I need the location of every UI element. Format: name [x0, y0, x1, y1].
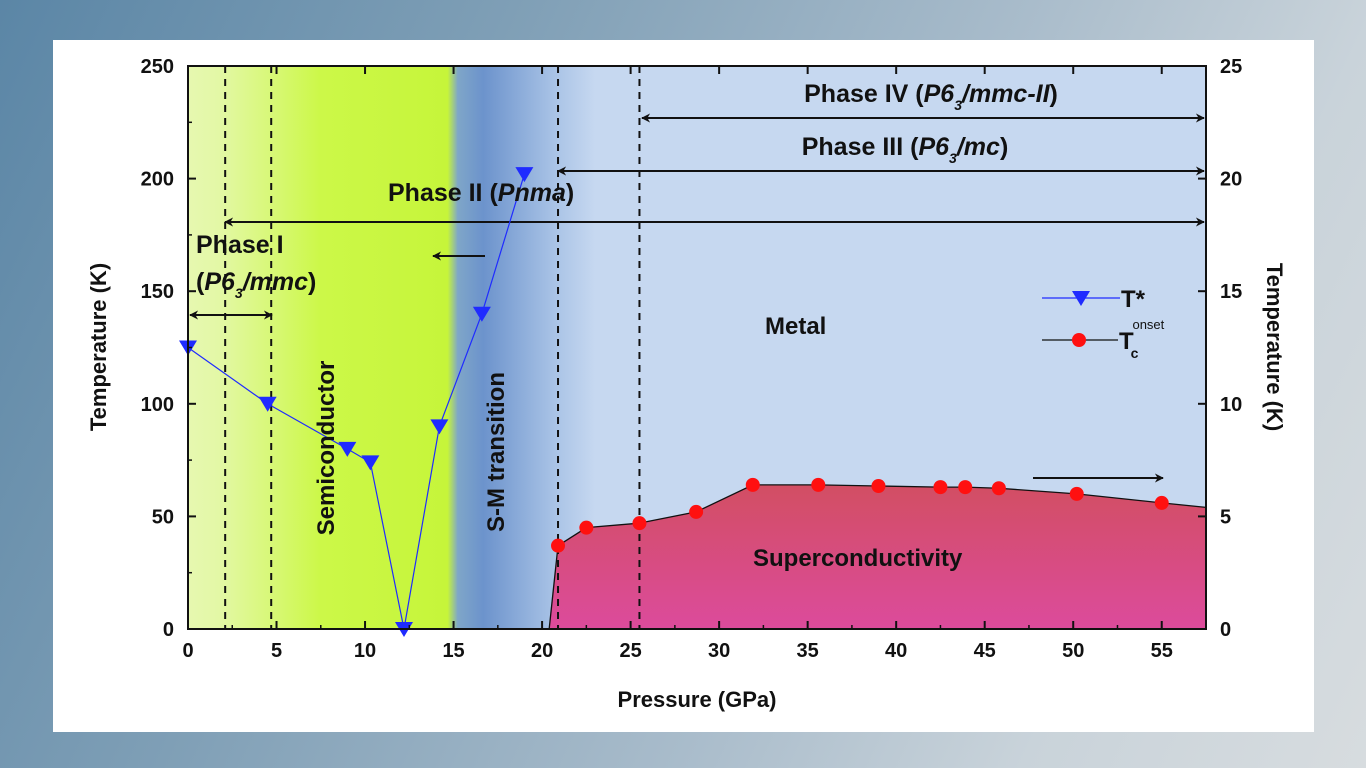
- t-star-point: [258, 396, 277, 412]
- x-tick-label: 5: [271, 640, 282, 662]
- x-tick-label: 20: [531, 640, 553, 662]
- t-star-point: [430, 419, 449, 435]
- metal-label: Metal: [765, 313, 826, 340]
- legend: T* Tconset: [1042, 286, 1165, 361]
- x-tick-label: 35: [797, 640, 819, 662]
- y-right-tick-label: 0: [1220, 619, 1231, 641]
- sm-transition-label: S-M transition: [483, 372, 510, 532]
- y-tick-label: 50: [152, 506, 174, 528]
- superconductivity-region: [549, 484, 1206, 629]
- phase4-label: Phase IV (P63/mmc-II): [804, 80, 1058, 113]
- phase2-label: Phase II (Pnma): [388, 179, 574, 207]
- slide-canvas: 0 5 10 15 20 25 30 35 40 45 50 55 0 50 100 150 200 250 0 5 1…: [53, 40, 1314, 732]
- tc-onset-point: [632, 516, 647, 531]
- y-right-tick-label: 5: [1220, 506, 1231, 528]
- tc-onset-point: [579, 520, 594, 535]
- tc-onset-point: [551, 538, 566, 553]
- tc-onset-point: [958, 480, 973, 495]
- phase3-label: Phase III (P63/mc): [802, 133, 1009, 166]
- x-tick-label: 15: [442, 640, 464, 662]
- axis-ticks: 0 5 10 15 20 25 30 35 40 45 50 55 0 50 100 150 200 250 0 5 1…: [141, 56, 1243, 662]
- phase-diagram-chart: 0 5 10 15 20 25 30 35 40 45 50 55 0 50 100 150 200 250 0 5 1…: [86, 56, 1287, 712]
- tc-onset-point: [1069, 486, 1084, 501]
- legend-tc-label: Tconset: [1119, 317, 1165, 361]
- tc-onset-point: [689, 504, 704, 519]
- tc-onset-point: [871, 478, 886, 493]
- y-axis-label-right: Temperature (K): [1262, 263, 1287, 431]
- y-tick-label: 250: [141, 56, 174, 78]
- series-tc-onset: [548, 477, 1207, 630]
- tc-onset-rise: [548, 545, 559, 630]
- tc-onset-point: [933, 480, 948, 495]
- y-right-tick-label: 20: [1220, 169, 1242, 191]
- t-star-point: [472, 306, 491, 322]
- series-t-star: [179, 167, 534, 637]
- t-star-point: [338, 441, 357, 457]
- phase-boundary-lines: [224, 66, 641, 629]
- legend-t-star-marker: [1072, 291, 1090, 306]
- semiconductor-label: Semiconductor: [313, 361, 340, 536]
- x-tick-label: 50: [1062, 640, 1084, 662]
- x-axis-label: Pressure (GPa): [618, 687, 777, 712]
- t-star-point: [515, 167, 534, 183]
- y-axis-label-left: Temperature (K): [86, 263, 111, 431]
- x-tick-label: 0: [182, 640, 193, 662]
- x-tick-label: 45: [974, 640, 996, 662]
- y-right-tick-label: 25: [1220, 56, 1242, 78]
- tc-onset-point: [811, 477, 826, 492]
- phase1-label-line2: (P63/mmc): [196, 268, 316, 301]
- superconductivity-label: Superconductivity: [753, 545, 963, 572]
- y-tick-label: 100: [141, 394, 174, 416]
- x-tick-label: 55: [1151, 640, 1173, 662]
- y-right-tick-label: 15: [1220, 281, 1242, 303]
- t-star-line: [187, 173, 525, 630]
- legend-t-star-label: T*: [1121, 286, 1146, 313]
- y-tick-label: 0: [163, 619, 174, 641]
- x-tick-label: 25: [619, 640, 641, 662]
- t-star-point: [361, 455, 380, 471]
- y-tick-label: 150: [141, 281, 174, 303]
- tc-onset-point: [1154, 495, 1169, 510]
- legend-tc-marker: [1072, 333, 1086, 347]
- tc-onset-point: [745, 477, 760, 492]
- y-right-tick-label: 10: [1220, 394, 1242, 416]
- y-tick-label: 200: [141, 169, 174, 191]
- x-tick-label: 10: [354, 640, 376, 662]
- x-tick-label: 40: [885, 640, 907, 662]
- tc-onset-point: [991, 481, 1006, 496]
- x-tick-label: 30: [708, 640, 730, 662]
- phase1-label-line1: Phase I: [196, 231, 284, 259]
